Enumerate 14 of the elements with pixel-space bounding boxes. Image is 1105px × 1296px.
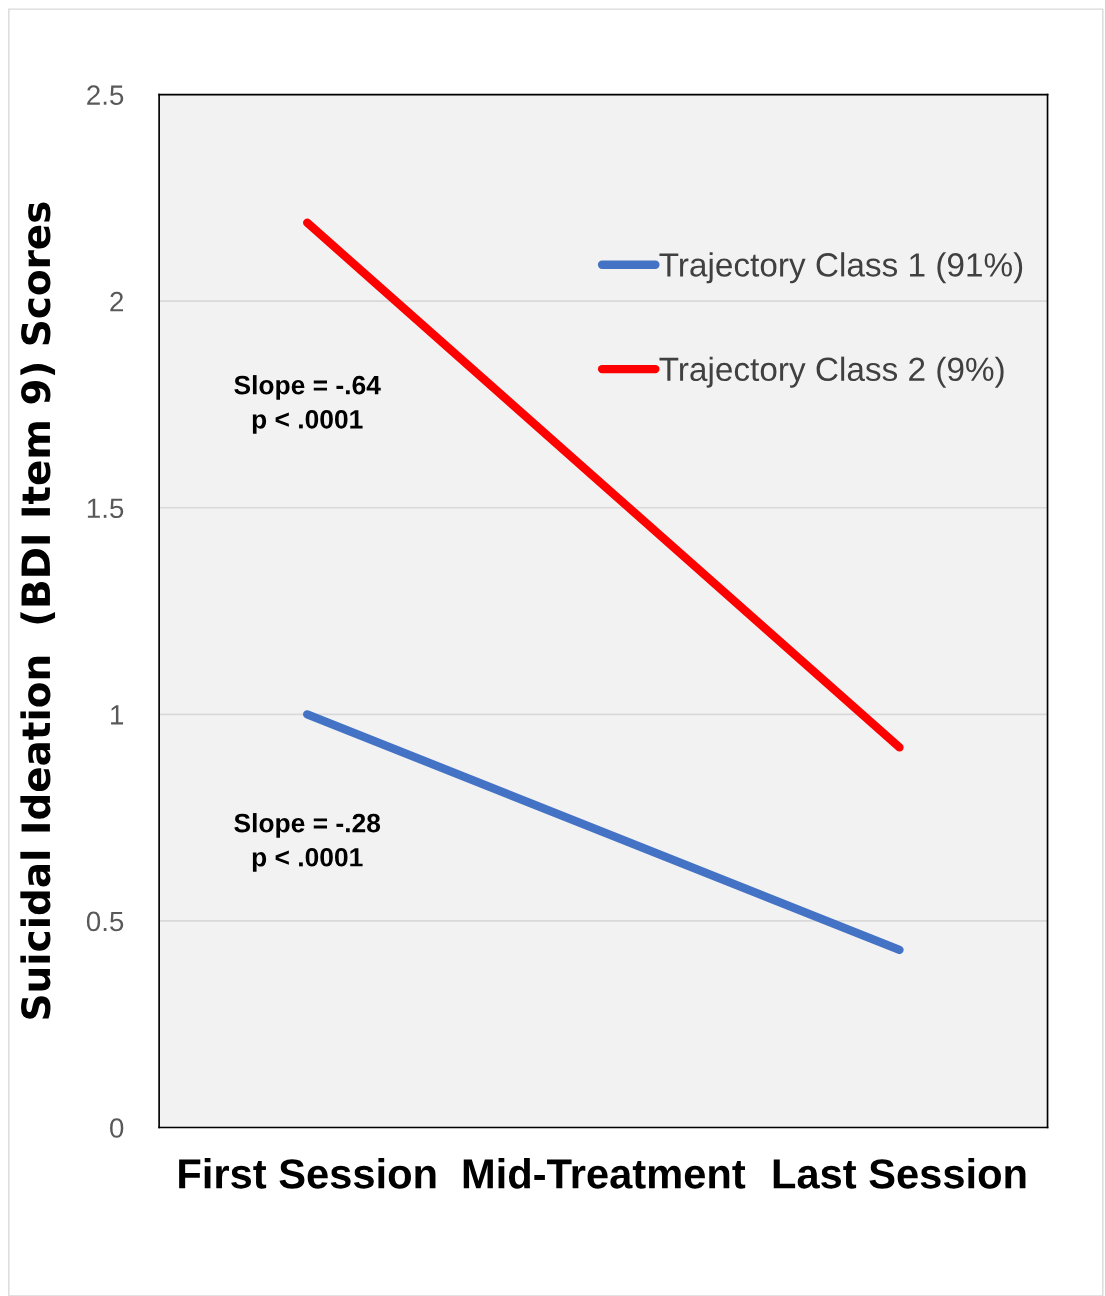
legend-label: Trajectory Class 2 (9%) [659, 356, 1004, 388]
y-tick-label: 1 [111, 705, 124, 725]
x-tick-label: Last Session [773, 1158, 1026, 1189]
y-tick-label: 0.5 [86, 911, 124, 932]
annotation: Slope = -.64 p < .0001 [234, 375, 381, 434]
legend-label: Trajectory Class 1 (91%) [659, 252, 1023, 284]
y-tick-label: 2 [110, 291, 123, 312]
y-tick-label: 0 [110, 1118, 124, 1138]
y-tick-label: 1.5 [87, 498, 124, 519]
annotation: Slope = -.28 p < .0001 [234, 813, 381, 872]
y-axis-title: Suicidal Ideation (BDI Item 9) Scores [20, 202, 56, 1019]
x-tick-label: Mid-Treatment [463, 1158, 746, 1189]
y-tick-label: 2.5 [87, 85, 124, 105]
x-tick-label: First Session [179, 1158, 436, 1189]
